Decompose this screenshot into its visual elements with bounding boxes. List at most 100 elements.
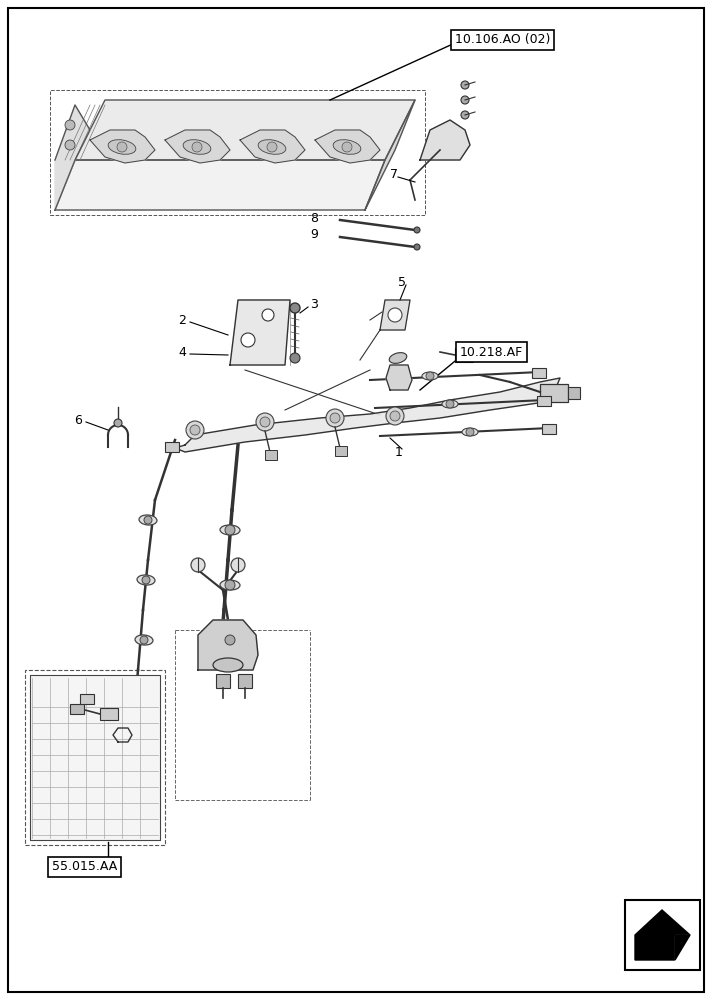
Text: 10.106.AO (02): 10.106.AO (02) xyxy=(455,33,550,46)
Bar xyxy=(100,708,118,720)
Ellipse shape xyxy=(139,515,157,525)
Circle shape xyxy=(114,419,122,427)
Bar xyxy=(537,396,551,406)
Circle shape xyxy=(388,308,402,322)
Circle shape xyxy=(446,400,454,408)
Polygon shape xyxy=(365,100,415,210)
Ellipse shape xyxy=(220,525,240,535)
Ellipse shape xyxy=(220,635,240,645)
Bar xyxy=(165,442,179,452)
Circle shape xyxy=(426,372,434,380)
Circle shape xyxy=(225,525,235,535)
Ellipse shape xyxy=(422,372,438,380)
Circle shape xyxy=(461,111,469,119)
Bar xyxy=(216,674,230,688)
Text: 7: 7 xyxy=(390,168,398,182)
Ellipse shape xyxy=(389,353,407,363)
Bar xyxy=(532,368,546,378)
Polygon shape xyxy=(75,100,415,160)
Polygon shape xyxy=(386,365,412,390)
Circle shape xyxy=(225,580,235,590)
Bar xyxy=(542,424,556,434)
Circle shape xyxy=(65,120,75,130)
Polygon shape xyxy=(675,935,690,960)
Polygon shape xyxy=(230,300,290,365)
Text: 3: 3 xyxy=(310,298,318,312)
Text: 5: 5 xyxy=(398,275,406,288)
Circle shape xyxy=(290,303,300,313)
Circle shape xyxy=(190,425,200,435)
Text: 6: 6 xyxy=(74,414,82,426)
Circle shape xyxy=(191,558,205,572)
Polygon shape xyxy=(635,910,690,960)
Bar xyxy=(25,670,165,845)
Polygon shape xyxy=(55,105,90,210)
Circle shape xyxy=(414,244,420,250)
Polygon shape xyxy=(165,130,230,163)
Bar xyxy=(455,348,473,362)
Circle shape xyxy=(140,636,148,644)
Circle shape xyxy=(186,421,204,439)
Ellipse shape xyxy=(183,140,211,154)
Circle shape xyxy=(65,140,75,150)
Bar xyxy=(265,450,277,460)
Bar xyxy=(80,694,94,704)
Polygon shape xyxy=(90,130,155,163)
Circle shape xyxy=(117,142,127,152)
Circle shape xyxy=(192,142,202,152)
Circle shape xyxy=(326,409,344,427)
Ellipse shape xyxy=(462,428,478,436)
Bar xyxy=(30,675,160,840)
Circle shape xyxy=(386,407,404,425)
Polygon shape xyxy=(175,378,560,452)
Ellipse shape xyxy=(135,635,153,645)
Circle shape xyxy=(256,413,274,431)
Polygon shape xyxy=(675,935,690,960)
Circle shape xyxy=(231,558,245,572)
Ellipse shape xyxy=(220,580,240,590)
Text: 2: 2 xyxy=(178,314,186,326)
Ellipse shape xyxy=(137,575,155,585)
Bar xyxy=(625,900,700,970)
Polygon shape xyxy=(420,120,470,160)
Text: 8: 8 xyxy=(310,212,318,225)
Bar xyxy=(238,674,252,688)
Text: 55.015.AA: 55.015.AA xyxy=(52,860,117,874)
Circle shape xyxy=(267,142,277,152)
Circle shape xyxy=(290,353,300,363)
Polygon shape xyxy=(55,160,385,210)
Circle shape xyxy=(414,227,420,233)
Circle shape xyxy=(262,309,274,321)
Circle shape xyxy=(461,81,469,89)
Bar xyxy=(30,675,160,840)
Text: 1: 1 xyxy=(395,446,403,458)
Circle shape xyxy=(241,333,255,347)
Circle shape xyxy=(466,428,474,436)
Polygon shape xyxy=(380,300,410,330)
Text: 4: 4 xyxy=(178,346,186,359)
Text: 10.218.AF: 10.218.AF xyxy=(460,346,523,359)
Circle shape xyxy=(144,516,152,524)
Polygon shape xyxy=(113,728,132,742)
Ellipse shape xyxy=(213,658,243,672)
Text: 9: 9 xyxy=(310,229,318,241)
Bar xyxy=(568,387,580,399)
Ellipse shape xyxy=(258,140,286,154)
Ellipse shape xyxy=(108,140,136,154)
Circle shape xyxy=(330,413,340,423)
Circle shape xyxy=(142,576,150,584)
Bar xyxy=(50,90,425,215)
Circle shape xyxy=(225,635,235,645)
Ellipse shape xyxy=(442,400,458,408)
Polygon shape xyxy=(240,130,305,163)
Bar xyxy=(540,384,568,402)
Polygon shape xyxy=(198,620,258,670)
Circle shape xyxy=(342,142,352,152)
Bar xyxy=(70,704,84,714)
Ellipse shape xyxy=(333,140,361,154)
Circle shape xyxy=(461,96,469,104)
Polygon shape xyxy=(315,130,380,163)
Bar xyxy=(335,446,347,456)
Circle shape xyxy=(390,411,400,421)
Circle shape xyxy=(260,417,270,427)
